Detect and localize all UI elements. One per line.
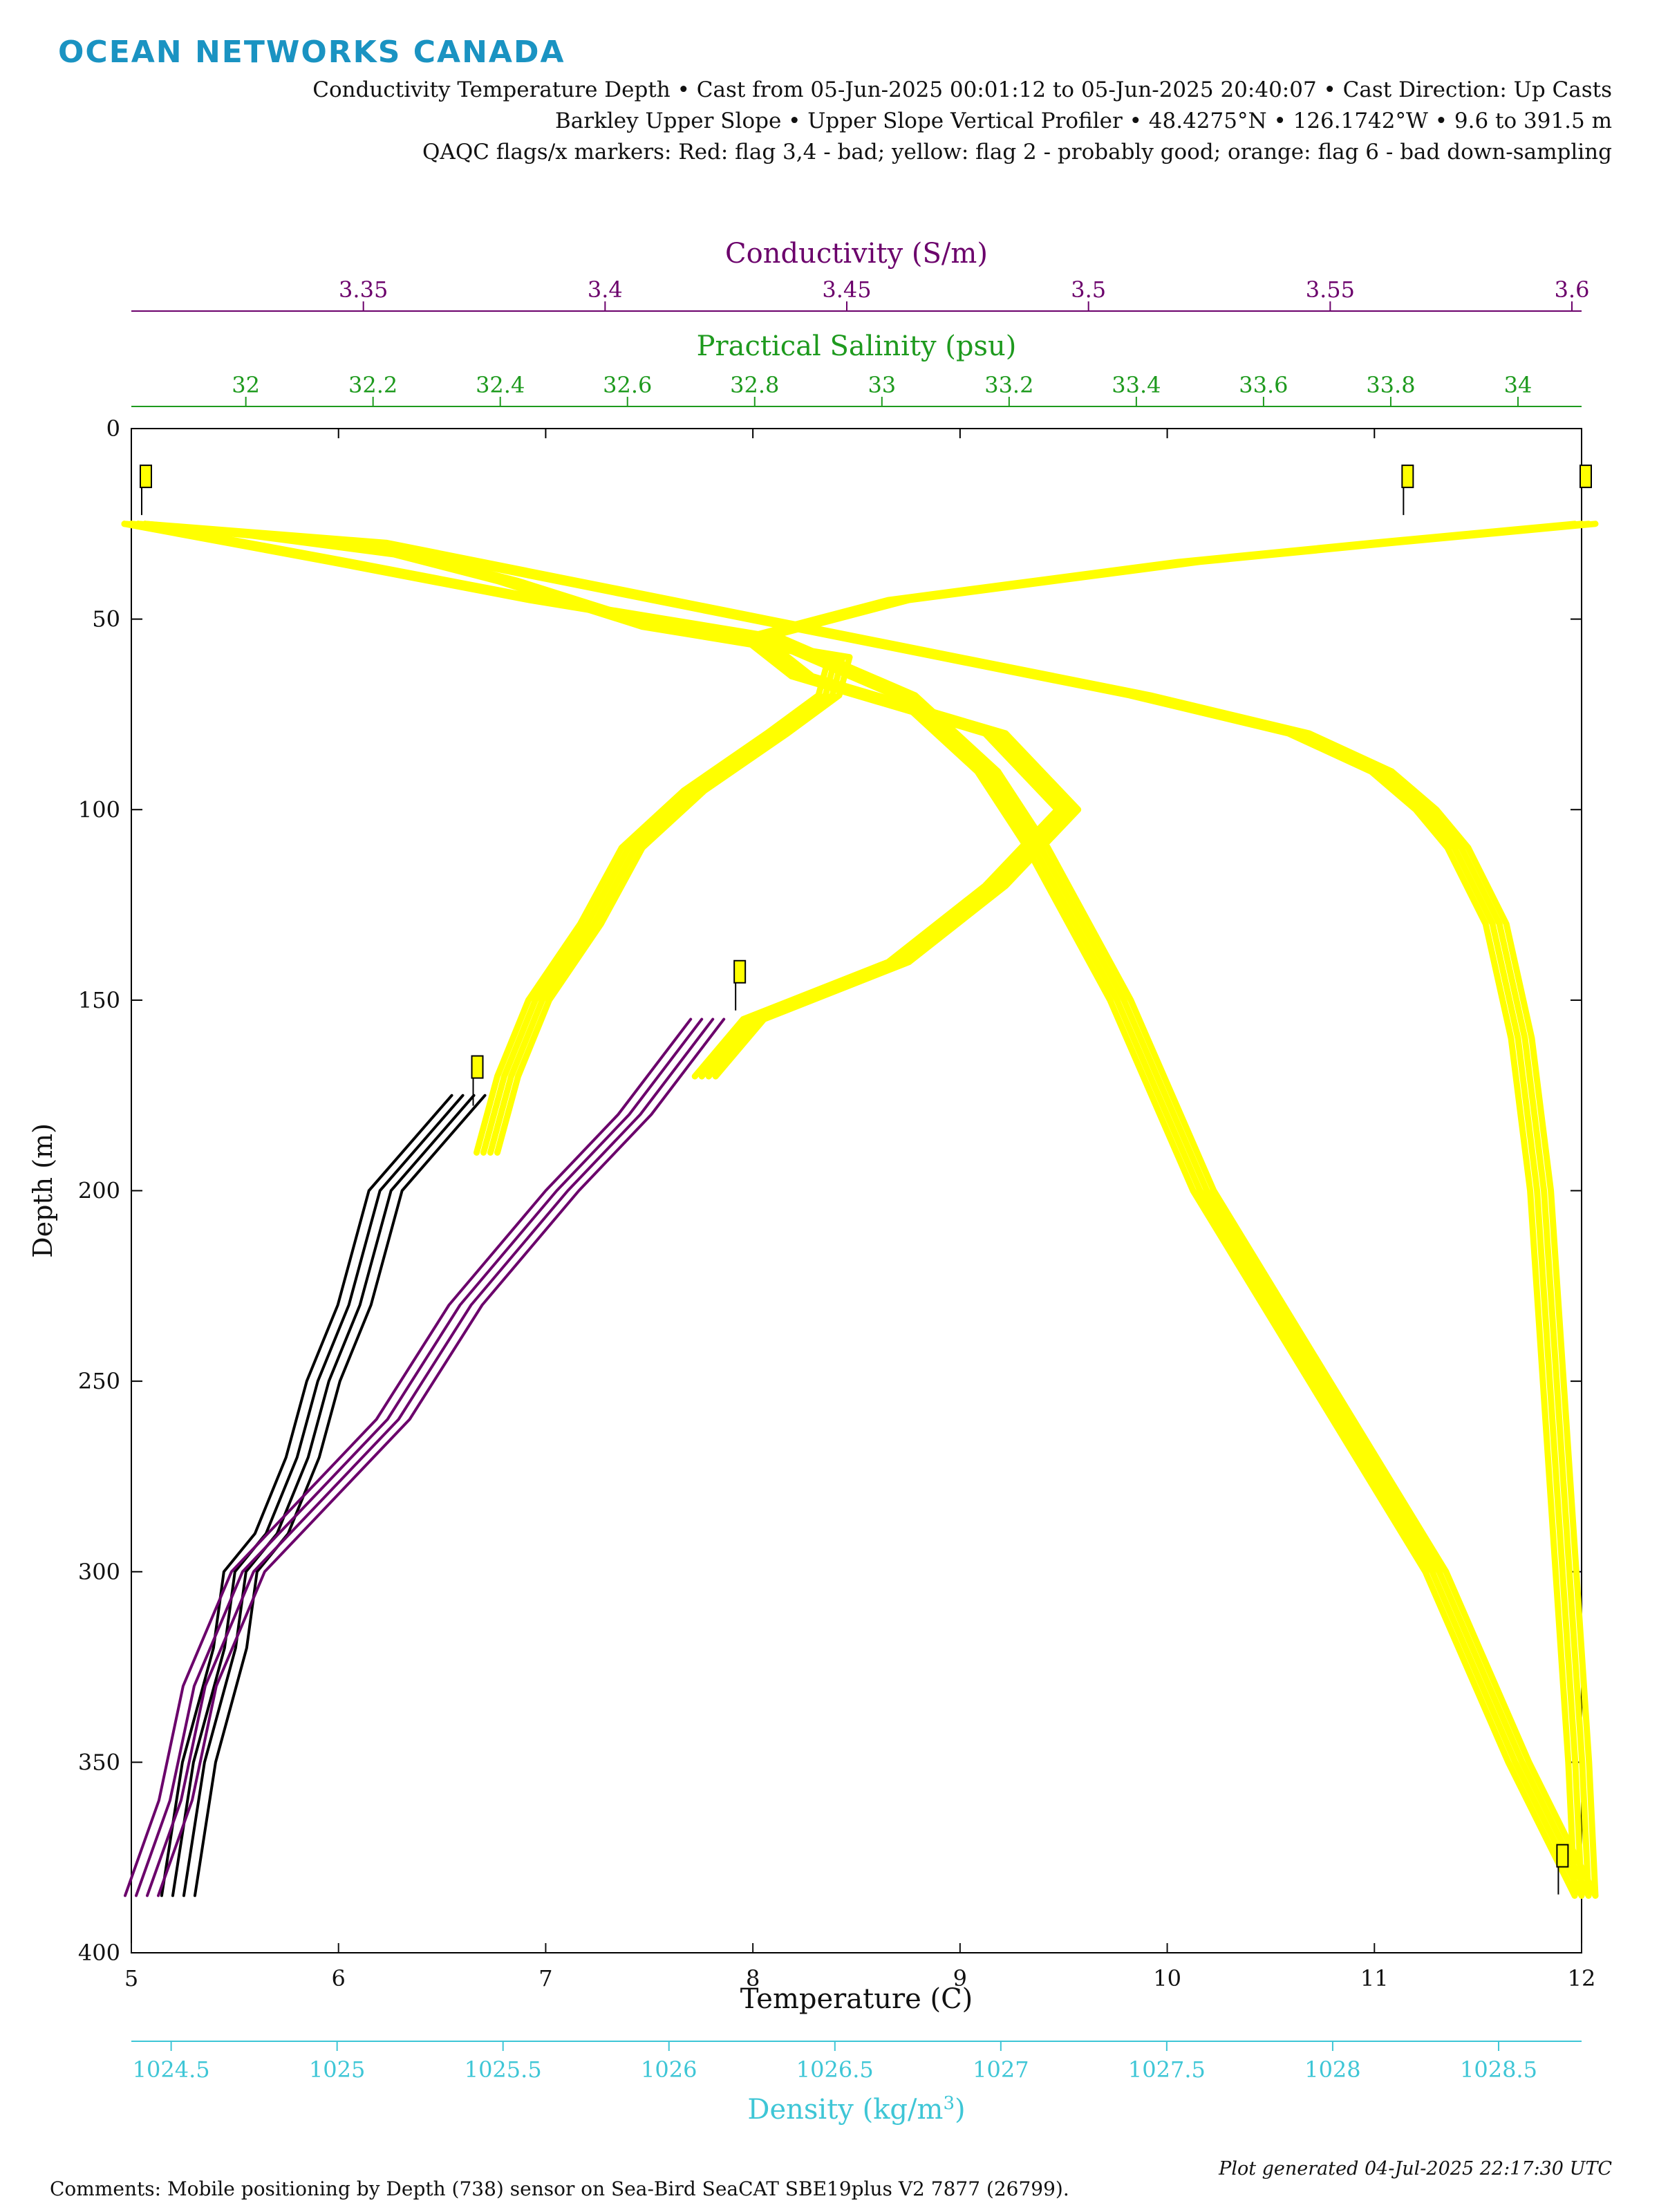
plot-title-line-2: Barkley Upper Slope • Upper Slope Vertic… (554, 109, 1612, 133)
y-tick-label: 350 (78, 1749, 120, 1775)
temperature-profile-line (171, 1094, 465, 1897)
temperature-tick-label: 6 (332, 1965, 346, 1991)
conductivity-tick-label: 3.4 (588, 276, 623, 303)
density-tick-label: 1025.5 (465, 2056, 542, 2083)
plot-frame (131, 428, 1582, 1953)
temperature-tick-label: 9 (953, 1965, 967, 1991)
y-tick-label: 0 (106, 415, 120, 442)
salinity-tick-label: 33.2 (984, 372, 1033, 398)
flag-marker (1401, 465, 1414, 489)
salinity-profile-line (135, 521, 1592, 1899)
y-axis-label: Depth (m) (28, 1123, 58, 1258)
temperature-tick-label: 11 (1360, 1965, 1389, 1991)
salinity-profile-line (121, 521, 1578, 1899)
y-tick-label: 50 (92, 606, 120, 632)
flag-marker (1556, 1844, 1569, 1868)
axes-layer: 0 50 100 150 200 250 300 350 400 Depth (m) 5 6 7 8 9 10… (28, 238, 1595, 2126)
salinity-axis-label: Practical Salinity (psu) (697, 330, 1017, 362)
density-tick-label: 1027.5 (1128, 2056, 1206, 2083)
plot-generated-timestamp: Plot generated 04-Jul-2025 22:17:30 UTC (1219, 2158, 1612, 2180)
density-profile-line (121, 521, 1578, 1899)
ocean-networks-canada-logo: OCEAN NETWORKS CANADA (58, 35, 565, 70)
salinity-tick-label: 32.2 (348, 372, 397, 398)
conductivity-profile-line (705, 521, 1592, 1080)
plot-title-line-3: QAQC flags/x markers: Red: flag 3,4 - ba… (422, 140, 1612, 165)
salinity-tick-label: 33.4 (1112, 372, 1161, 398)
conductivity-tick-label: 3.35 (339, 276, 388, 303)
y-tick-label: 100 (78, 796, 120, 823)
flag-marker (139, 465, 152, 489)
density-profile-line (135, 521, 1592, 1899)
temperature-profile-line (160, 1094, 453, 1897)
flag-marker (1580, 465, 1592, 489)
conductivity-tick-label: 3.55 (1306, 276, 1355, 303)
temperature-profile-line (193, 1094, 487, 1897)
salinity-tick-label: 33.6 (1239, 372, 1288, 398)
conductivity-axis-label: Conductivity (S/m) (725, 238, 988, 270)
temperature-tick-label: 7 (538, 1965, 552, 1991)
density-tick-label: 1027 (973, 2056, 1029, 2083)
y-tick-label: 250 (78, 1368, 120, 1394)
series-layer (121, 521, 1599, 1899)
conductivity-profile-line (134, 1018, 704, 1897)
temperature-tick-label: 5 (124, 1965, 138, 1991)
salinity-profile-line (142, 521, 1599, 1899)
plot-title-line-1: Conductivity Temperature Depth • Cast fr… (312, 77, 1612, 102)
y-tick-label: 300 (78, 1559, 120, 1585)
y-tick-label: 400 (78, 1940, 120, 1966)
salinity-profile-line (128, 521, 1585, 1899)
flag-marker (471, 1055, 484, 1079)
density-tick-label: 1028 (1304, 2056, 1360, 2083)
conductivity-profile-line (145, 1018, 715, 1897)
flag-marker-layer (139, 465, 1592, 1895)
flag-marker (733, 959, 747, 984)
salinity-tick-label: 32.4 (476, 372, 525, 398)
conductivity-tick-label: 3.5 (1071, 276, 1106, 303)
conductivity-profile-line (123, 1018, 693, 1897)
salinity-tick-label: 34 (1504, 372, 1533, 398)
density-axis-label: Density (kg/m3) (747, 2093, 965, 2126)
density-tick-label: 1025 (309, 2056, 365, 2083)
y-tick-label: 200 (78, 1178, 120, 1204)
density-profile-line (128, 521, 1585, 1899)
comments-text: Comments: Mobile positioning by Depth (7… (50, 2177, 1069, 2200)
density-profile-line (142, 521, 1599, 1899)
conductivity-tick-label: 3.6 (1555, 276, 1590, 303)
salinity-tick-label: 32.8 (730, 372, 779, 398)
temperature-tick-label: 12 (1568, 1965, 1596, 1991)
y-tick-label: 150 (78, 987, 120, 1013)
density-tick-label: 1024.5 (133, 2056, 210, 2083)
density-tick-label: 1026 (641, 2056, 697, 2083)
conductivity-profile-line (156, 1018, 726, 1897)
temperature-profile-line (182, 1094, 476, 1897)
temperature-tick-label: 8 (746, 1965, 760, 1991)
density-tick-label: 1028.5 (1460, 2056, 1537, 2083)
conductivity-tick-label: 3.45 (822, 276, 871, 303)
temperature-axis-label: Temperature (C) (740, 1983, 973, 2015)
density-tick-label: 1026.5 (796, 2056, 874, 2083)
salinity-tick-label: 33 (868, 372, 896, 398)
conductivity-profile-line (712, 521, 1599, 1080)
salinity-tick-label: 33.8 (1366, 372, 1415, 398)
salinity-tick-label: 32 (232, 372, 260, 398)
temperature-tick-label: 10 (1153, 1965, 1181, 1991)
salinity-tick-label: 32.6 (603, 372, 652, 398)
